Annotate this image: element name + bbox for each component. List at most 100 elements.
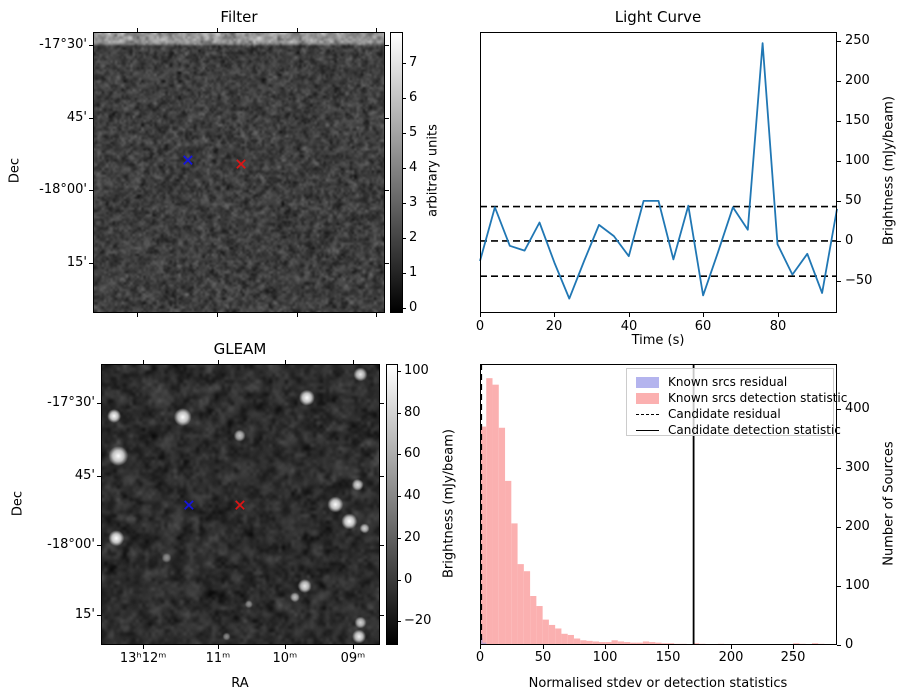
axis-tick (703, 313, 704, 317)
histogram-bar (580, 640, 587, 645)
axis-tick (385, 263, 389, 264)
axis-tick (380, 476, 384, 477)
gleam-title: GLEAM (213, 340, 267, 358)
histogram-bar (482, 642, 487, 645)
legend-entry: Candidate detection statistic (636, 422, 841, 438)
histogram-bar (655, 642, 662, 645)
blue-cross-marker (183, 155, 193, 165)
light-curve-plot (479, 42, 838, 300)
histogram-bar (818, 643, 825, 645)
legend-swatch-patch (636, 392, 659, 404)
brightness-tick-label: 150 (845, 113, 870, 128)
brightness-tick-label: 100 (845, 153, 870, 168)
colorbar-tick-label: 3 (409, 195, 418, 210)
histogram-bar (624, 642, 631, 645)
ra-tick-label: 11ᵐ (205, 651, 231, 666)
axis-tick (837, 468, 841, 469)
legend-entry: Candidate residual (636, 406, 824, 422)
axis-tick (837, 409, 841, 410)
axis-tick (89, 118, 93, 119)
histogram-bar (498, 427, 506, 645)
axis-tick (218, 645, 219, 649)
histogram-bar (811, 643, 819, 645)
light-curve-line (479, 42, 838, 300)
axis-tick (353, 360, 354, 364)
dec-tick-label: 15' (66, 254, 87, 270)
colorbar-tick-label: 60 (404, 446, 421, 461)
dec-tick-label: 45' (74, 467, 95, 483)
histogram-bar (586, 640, 593, 645)
axis-tick (403, 203, 406, 204)
axis-tick (297, 313, 298, 317)
stat-tick-label: 0 (475, 650, 485, 665)
dec-tick-label: 45' (66, 109, 87, 125)
time-tick-label: 0 (475, 319, 485, 334)
histogram-bar (548, 624, 556, 645)
axis-tick (403, 308, 406, 309)
filter-sky-image (93, 32, 385, 313)
axis-tick (97, 545, 101, 546)
axis-tick (380, 545, 384, 546)
colorbar-tick-label: 1 (409, 265, 418, 280)
histogram-bar (649, 642, 656, 645)
brightness-tick-label: −50 (845, 273, 873, 288)
histogram-bar (480, 637, 483, 645)
colorbar-tick-label: −20 (404, 613, 432, 628)
axis-tick (403, 168, 406, 169)
histogram-xlabel: Normalised stdev or detection statistics (528, 676, 788, 691)
ra-tick-label: 13ʰ12ᵐ (119, 651, 167, 666)
gleam-xlabel: RA (231, 676, 249, 691)
histogram-bar (642, 641, 650, 645)
legend-label: Known srcs detection statistic (668, 391, 848, 405)
axis-tick (380, 403, 384, 404)
legend-swatch-dashed (636, 413, 659, 415)
histogram-bar (492, 384, 499, 645)
filter-colorbar-label: arbitrary units (425, 124, 441, 217)
colorbar-tick-label: 20 (404, 530, 421, 545)
legend-label: Known srcs residual (668, 375, 788, 389)
axis-tick (398, 538, 401, 539)
histogram-bar (486, 378, 493, 645)
axis-tick (837, 586, 841, 587)
axis-tick (97, 403, 101, 404)
ra-tick-label: 10ᵐ (272, 651, 298, 666)
count-tick-label: 100 (845, 578, 870, 593)
legend-entry: Known srcs detection statistic (636, 390, 847, 406)
histogram-bar (718, 643, 725, 645)
axis-tick (605, 645, 606, 649)
axis-tick (837, 81, 841, 82)
axis-tick (217, 28, 218, 32)
light-curve-ylabel: Brightness (mJy/beam) (881, 96, 897, 245)
count-tick-label: 200 (845, 519, 870, 534)
axis-tick (89, 45, 93, 46)
histogram-bar (680, 643, 687, 645)
light-curve-title: Light Curve (614, 8, 702, 26)
axis-tick (398, 580, 401, 581)
axis-tick (837, 527, 841, 528)
histogram-bar (536, 606, 543, 645)
known-srcs-detection-histogram (480, 378, 825, 645)
axis-tick (403, 63, 406, 64)
gleam-markers-overlay (184, 500, 245, 510)
legend-swatch-solid (636, 429, 659, 431)
red-cross-marker (236, 159, 246, 169)
stat-tick-label: 150 (655, 650, 681, 665)
axis-tick (385, 118, 389, 119)
ra-tick-label: 09ᵐ (340, 651, 366, 666)
histogram-bar (542, 619, 549, 645)
count-tick-label: 400 (845, 401, 870, 416)
time-tick-label: 80 (769, 319, 787, 334)
histogram-bar (630, 642, 637, 645)
dec-tick-label: 15' (74, 606, 95, 622)
histogram-bar (505, 480, 512, 645)
histogram-bar (799, 643, 806, 645)
brightness-tick-label: 50 (845, 193, 862, 208)
axis-tick (480, 313, 481, 317)
histogram-bar (592, 641, 599, 645)
axis-tick (97, 615, 101, 616)
axis-tick (837, 41, 841, 42)
histogram-bar (530, 596, 537, 645)
time-tick-label: 40 (620, 319, 638, 334)
time-tick-label: 20 (545, 319, 563, 334)
